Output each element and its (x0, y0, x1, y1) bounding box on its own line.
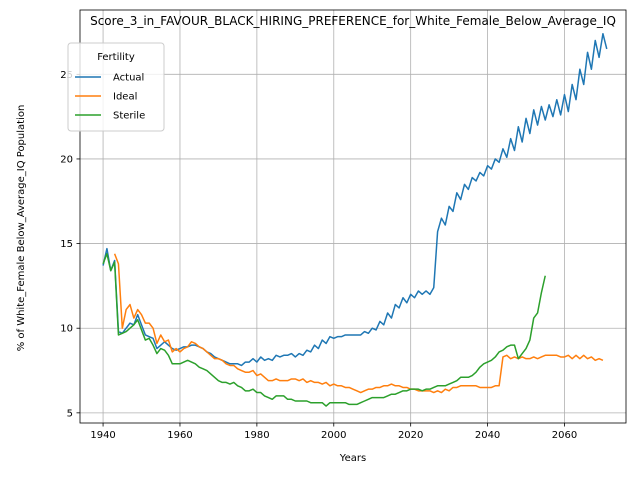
y-tick-label: 15 (60, 239, 73, 250)
x-tick-label: 2040 (475, 430, 500, 441)
chart-title: Score_3_in_FAVOUR_BLACK_HIRING_PREFERENC… (90, 14, 616, 28)
legend-title: Fertility (97, 52, 135, 63)
legend-label-ideal: Ideal (113, 92, 137, 103)
x-tick-label: 2020 (398, 430, 423, 441)
y-tick-label: 5 (67, 408, 73, 419)
legend-label-actual: Actual (113, 73, 144, 84)
x-axis-label: Years (339, 453, 366, 464)
x-tick-label: 2060 (552, 430, 577, 441)
x-tick-label: 1960 (167, 430, 192, 441)
legend-label-sterile: Sterile (113, 111, 145, 122)
x-tick-label: 2000 (321, 430, 346, 441)
y-tick-label: 20 (60, 154, 73, 165)
y-axis-label: % of White_Female Below_Average_IQ Popul… (16, 105, 27, 352)
x-tick-label: 1940 (90, 430, 115, 441)
y-tick-label: 10 (60, 324, 73, 335)
legend: Fertility Actual Ideal Sterile (68, 43, 164, 131)
x-tick-label: 1980 (244, 430, 269, 441)
